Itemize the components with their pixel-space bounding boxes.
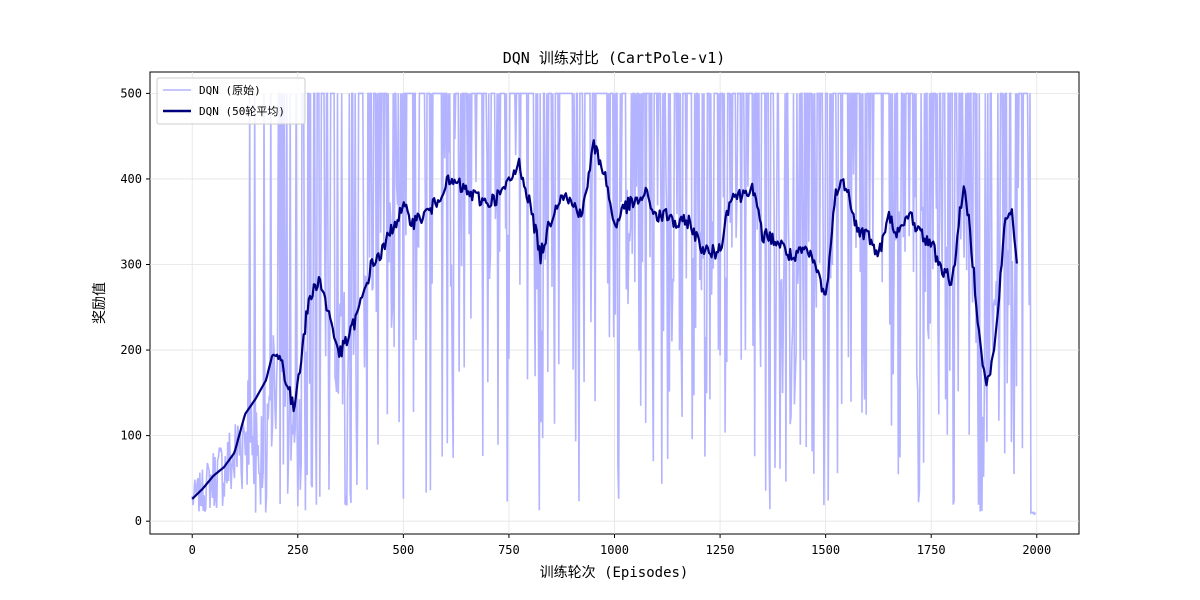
x-tick-label: 1750	[917, 543, 946, 557]
axis-ticks: 0 250 500 750 1000 1250 1500 1750 2000 0 100 200 300…	[120, 86, 1051, 557]
x-axis-label: 训练轮次 (Episodes)	[540, 565, 689, 581]
x-tick-label: 750	[498, 543, 520, 557]
x-tick-label: 1250	[706, 543, 735, 557]
y-axis-label: 奖励值	[91, 282, 108, 324]
x-tick-label: 500	[393, 543, 415, 557]
y-tick-label: 400	[120, 172, 142, 186]
series-layer	[191, 92, 1037, 516]
series-line-raw	[191, 92, 1037, 516]
y-tick-label: 0	[135, 514, 142, 528]
y-tick-label: 500	[120, 86, 142, 100]
legend-label-raw: DQN (原始)	[199, 83, 261, 97]
legend: DQN (原始) DQN (50轮平均)	[156, 77, 306, 125]
y-tick-label: 200	[120, 343, 142, 357]
x-tick-label: 0	[189, 543, 196, 557]
y-tick-label: 100	[120, 429, 142, 443]
x-tick-label: 1000	[600, 543, 629, 557]
y-tick-label: 300	[120, 258, 142, 272]
x-tick-label: 2000	[1022, 543, 1051, 557]
legend-label-smoothed: DQN (50轮平均)	[199, 104, 285, 118]
x-tick-label: 250	[287, 543, 309, 557]
legend-box	[156, 77, 306, 125]
series-line-smoothed	[191, 139, 1018, 500]
x-tick-label: 1500	[811, 543, 840, 557]
chart-title: DQN 训练对比 (CartPole-v1)	[503, 49, 726, 67]
